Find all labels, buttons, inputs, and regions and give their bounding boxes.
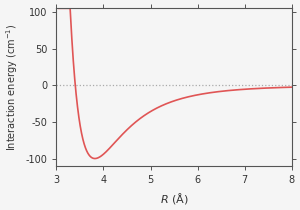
X-axis label: $R$ (Å): $R$ (Å) [160, 191, 188, 206]
Y-axis label: Interaction energy (cm$^{-1}$): Interaction energy (cm$^{-1}$) [4, 24, 20, 151]
